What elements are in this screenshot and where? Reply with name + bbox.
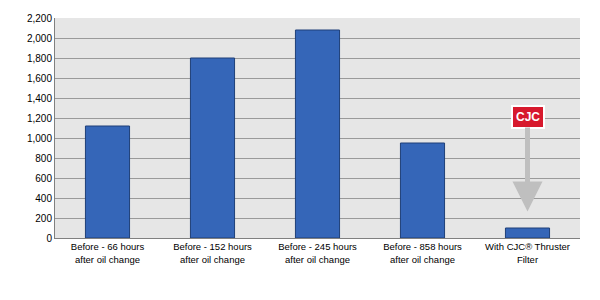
svg-text:CJC: CJC [516,110,540,124]
svg-text:400: 400 [35,193,52,204]
svg-text:0: 0 [46,233,52,244]
svg-text:Before - 245 hoursafter oil ch: Before - 245 hoursafter oil change [278,241,357,264]
svg-text:Before - 66 hoursafter oil cha: Before - 66 hoursafter oil change [71,241,145,264]
svg-text:Before - 858 hoursafter oil ch: Before - 858 hoursafter oil change [383,241,462,264]
svg-text:1,400: 1,400 [27,93,52,104]
svg-text:600: 600 [35,173,52,184]
svg-text:1,200: 1,200 [27,113,52,124]
svg-text:With CJC® ThrusterFilter: With CJC® ThrusterFilter [485,241,570,264]
svg-text:1,600: 1,600 [27,73,52,84]
svg-text:Before - 152 hoursafter oil ch: Before - 152 hoursafter oil change [173,241,252,264]
svg-text:1,000: 1,000 [27,133,52,144]
svg-text:1,800: 1,800 [27,53,52,64]
svg-text:200: 200 [35,213,52,224]
svg-text:2,000: 2,000 [27,33,52,44]
svg-text:2,200: 2,200 [27,13,52,24]
svg-text:800: 800 [35,153,52,164]
